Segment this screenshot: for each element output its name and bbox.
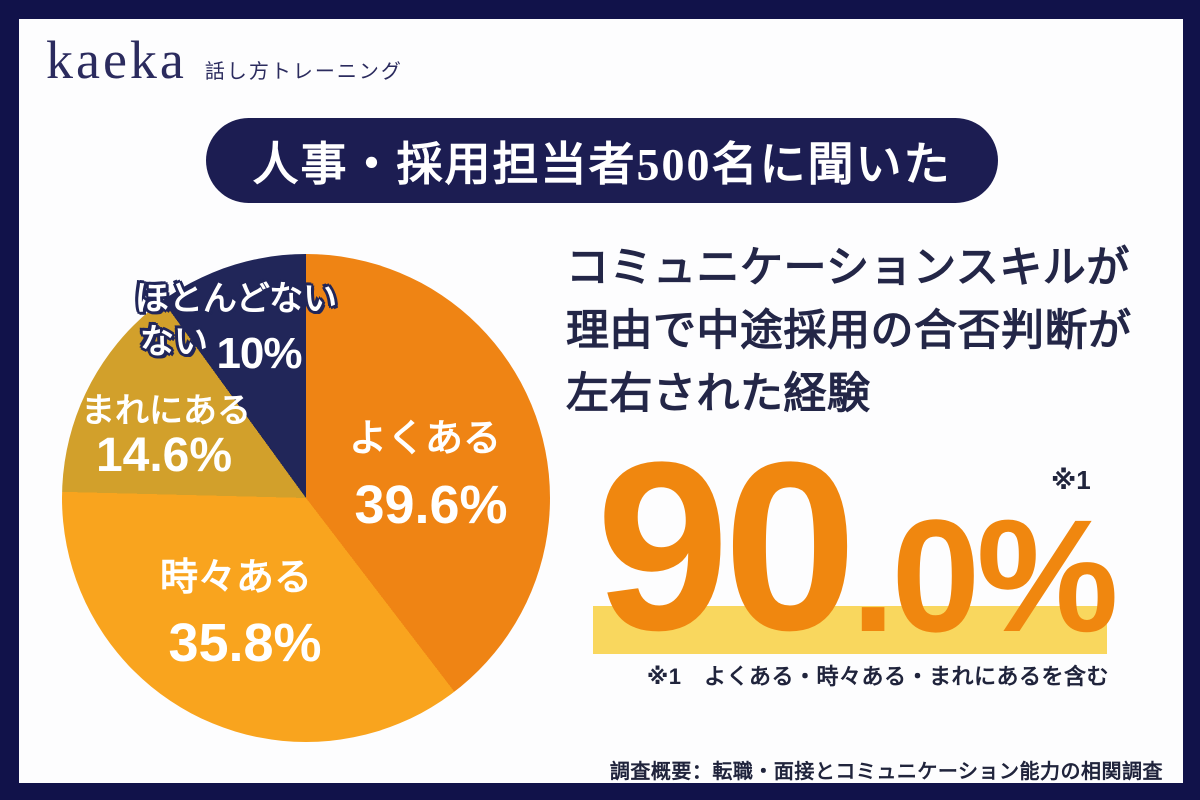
stat-footnote-mark: ※1	[1051, 465, 1091, 495]
banner-pill: 人事・採用担当者500名に聞いた	[206, 118, 998, 203]
pie-label-hotondonai: ほとんどない	[134, 280, 338, 318]
stat-value-main: 90	[596, 412, 857, 680]
stat-footnote-text: ※1 よくある・時々ある・まれにあるを含む	[646, 664, 1109, 689]
pie-chart: よくある 39.6% 時々ある 35.8% まれにある 14.6% ほとんどない…	[62, 254, 550, 742]
pie-value-mareni: 14.6%	[95, 429, 233, 482]
pie-value-yokuaru: 39.6%	[354, 475, 508, 535]
headline-line-1: コミュニケーションスキルが	[566, 244, 1130, 292]
pie-label-yokuaru: よくある	[348, 418, 502, 460]
headline-line-3: 左右された経験	[566, 369, 871, 418]
brand-logo: kaeka 話し方トレーニング	[46, 30, 403, 90]
infographic-card: kaeka 話し方トレーニング 人事・採用担当者500名に聞いた よくある 39…	[19, 19, 1183, 783]
survey-note: 調査概要：転職・面接とコミュニケーション能力の相関調査	[609, 761, 1163, 783]
pie-value-tokidoki: 35.8%	[168, 613, 322, 673]
stat-value: 90 .0%	[596, 412, 1119, 680]
stat-highlight-band	[593, 606, 1107, 654]
pie-value-hotondonai: 10%	[216, 329, 302, 378]
logo-wordmark: kaeka	[46, 30, 187, 90]
pie-disc	[62, 254, 550, 742]
logo-tagline: 話し方トレーニング	[204, 61, 403, 83]
pie-label-tokidoki: 時々ある	[159, 557, 313, 599]
pie-label-nai: ない	[140, 323, 208, 361]
headline-line-2: 理由で中途採用の合否判断が	[566, 306, 1132, 355]
stat-value-decimal: .0%	[850, 486, 1119, 665]
pie-label-mareni: まれにある	[81, 392, 251, 430]
banner-text: 人事・採用担当者500名に聞いた	[252, 138, 952, 190]
headline: コミュニケーションスキルが 理由で中途採用の合否判断が 左右された経験	[566, 237, 1132, 425]
